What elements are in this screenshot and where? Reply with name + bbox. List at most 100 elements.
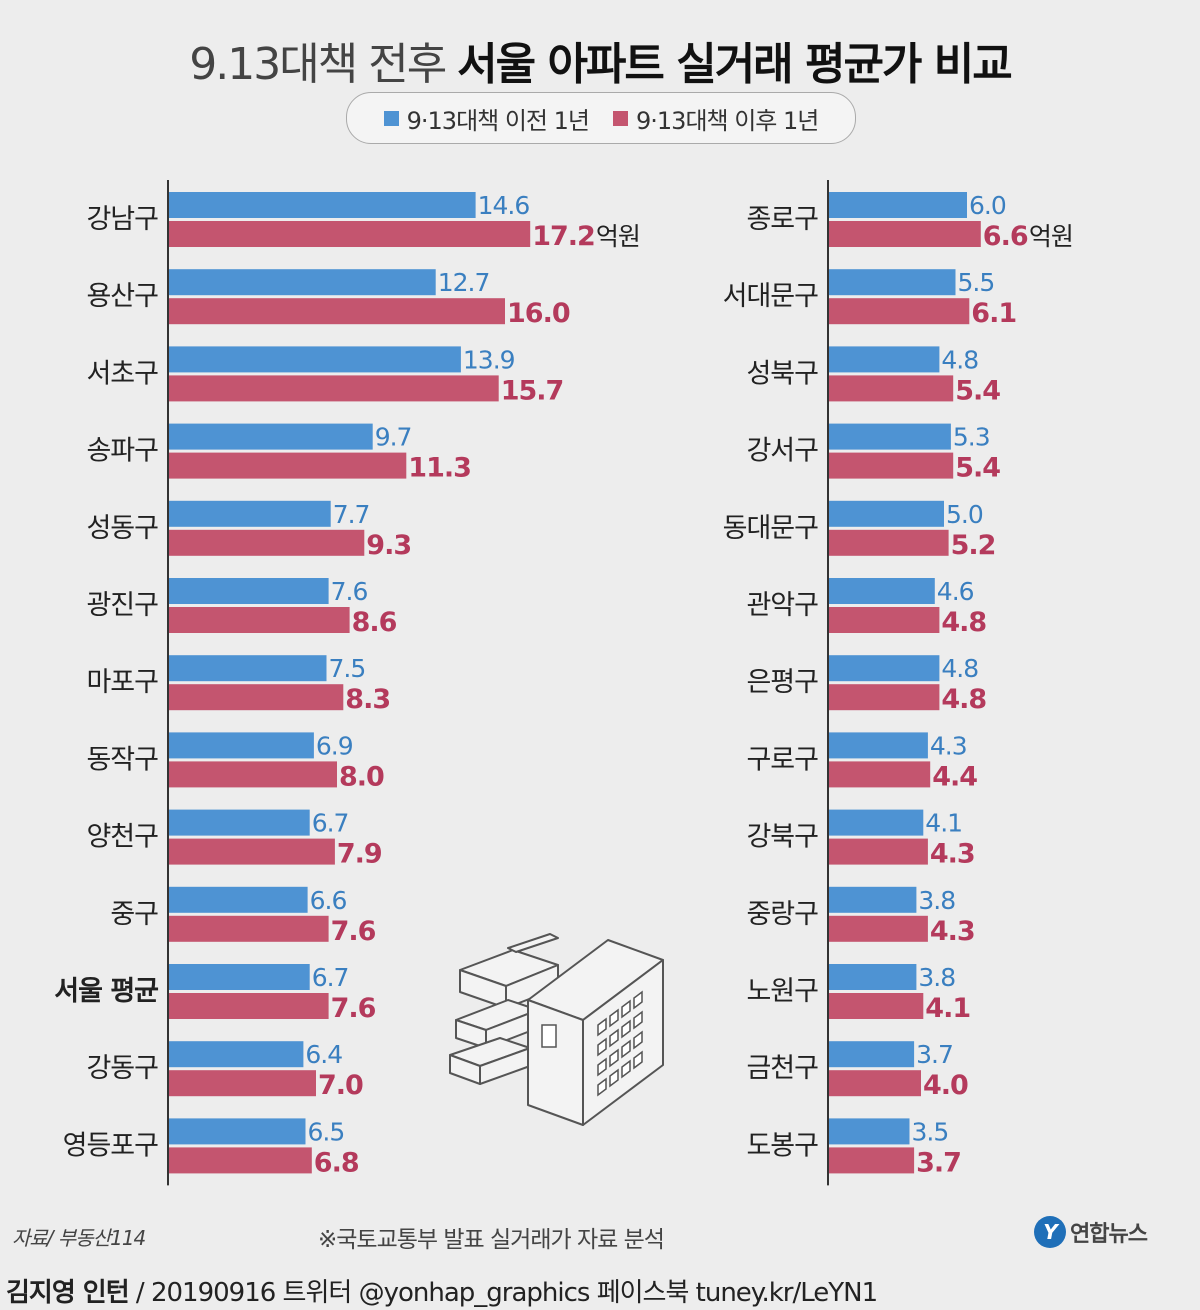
value-label-after: 9.3: [366, 530, 411, 561]
bar-after: [169, 221, 531, 247]
value-label-before: 3.7: [916, 1040, 953, 1069]
value-label-after: 4.8: [941, 684, 986, 715]
legend-label-before: 9·13대책 이전 1년: [406, 106, 590, 135]
bar-after: [169, 838, 335, 865]
bar-after: [829, 1070, 921, 1097]
bar-before: [829, 655, 940, 682]
credit-author: 김지영 인턴: [6, 1278, 130, 1308]
value-label-after: 8.3: [345, 684, 390, 715]
category-label: 은평구: [746, 667, 818, 698]
value-label-after: 5.4: [955, 453, 1000, 484]
category-label: 용산구: [86, 281, 158, 312]
value-label-after: 17.2: [532, 221, 595, 252]
bar-before: [169, 809, 310, 836]
category-label: 양천구: [86, 822, 158, 853]
bar-after: [829, 993, 924, 1019]
category-label: 강서구: [746, 436, 818, 467]
bar-before: [829, 886, 917, 913]
value-label-after: 4.8: [941, 607, 986, 638]
value-label-before: 5.3: [953, 423, 990, 452]
bar-before: [829, 346, 940, 373]
value-label-after: 11.3: [408, 453, 471, 484]
bar-after: [169, 607, 350, 633]
category-label: 강동구: [86, 1053, 158, 1084]
value-label-after: 5.4: [955, 375, 1000, 406]
category-label: 서초구: [86, 358, 158, 389]
legend-swatch-before: [383, 110, 399, 126]
bar-after: [169, 915, 329, 942]
value-label-after: 6.6: [983, 221, 1028, 252]
value-label-before: 6.7: [312, 809, 349, 838]
bar-after: [169, 993, 329, 1019]
category-label: 마포구: [86, 667, 158, 698]
bar-after: [169, 1147, 312, 1174]
bar-before: [829, 1118, 910, 1145]
bar-after: [169, 1070, 316, 1097]
title-light: 9.13대책 전후: [189, 39, 447, 90]
bar-before: [169, 732, 314, 759]
value-label-before: 4.3: [930, 731, 967, 760]
category-label: 영등포구: [63, 1130, 159, 1161]
category-label: 중랑구: [746, 899, 818, 930]
legend-label-after: 9·13대책 이후 1년: [636, 106, 819, 135]
bar-before: [169, 655, 327, 682]
source-text: 자료/ 부동산114: [12, 1226, 146, 1250]
value-label-before: 4.6: [937, 577, 974, 606]
bar-after: [829, 529, 949, 556]
value-label-after: 4.3: [930, 839, 975, 870]
bar-before: [829, 732, 928, 759]
bar-after: [829, 375, 954, 402]
value-label-before: 4.8: [941, 345, 978, 374]
category-label: 성북구: [746, 358, 818, 389]
bar-before: [169, 269, 436, 296]
category-label: 노원구: [746, 976, 818, 1007]
value-label-after: 4.4: [932, 761, 977, 792]
category-label: 강남구: [86, 204, 158, 235]
bar-before: [829, 423, 951, 450]
value-label-before: 4.1: [925, 809, 962, 838]
bar-after: [829, 1147, 915, 1174]
bar-after: [169, 452, 407, 479]
bar-before: [169, 346, 461, 373]
value-label-after: 8.6: [352, 607, 397, 638]
category-label: 동작구: [86, 744, 158, 775]
value-label-after: 4.1: [925, 993, 970, 1024]
bar-after: [169, 298, 505, 325]
unit-label: 억원: [1029, 222, 1073, 251]
legend-item-before: 9·13대책 이전 1년: [383, 101, 590, 136]
bar-after: [829, 761, 931, 788]
bar-before: [829, 500, 944, 527]
bar-after: [169, 761, 337, 788]
bar-before: [169, 1041, 304, 1068]
category-label: 광진구: [86, 590, 158, 621]
chart-title: 9.13대책 전후 서울 아파트 실거래 평균가 비교: [0, 28, 1200, 92]
value-label-before: 6.5: [308, 1117, 345, 1146]
bar-after: [829, 452, 954, 479]
category-label: 도봉구: [746, 1130, 818, 1161]
bar-before: [169, 1118, 306, 1145]
value-label-before: 6.4: [305, 1040, 342, 1069]
legend-swatch-after: [613, 110, 628, 126]
bar-before: [829, 964, 917, 990]
bar-before: [169, 578, 329, 604]
category-label: 서울 평균: [54, 976, 158, 1007]
bar-before: [829, 809, 924, 836]
bar-before: [169, 192, 476, 218]
value-label-before: 7.6: [331, 577, 368, 606]
bar-after: [169, 375, 499, 402]
value-label-before: 14.6: [478, 191, 530, 220]
bar-after: [829, 684, 940, 711]
bar-after: [829, 221, 981, 247]
apartment-building-icon: [449, 933, 664, 1126]
credit-line: 김지영 인턴 / 20190916 트위터 @yonhap_graphics 페…: [6, 1272, 878, 1309]
bar-before: [829, 578, 935, 604]
value-label-after: 4.0: [923, 1070, 968, 1101]
bar-before: [169, 964, 310, 990]
category-label: 중구: [110, 899, 158, 930]
bar-before: [169, 886, 308, 913]
value-label-after: 7.0: [318, 1070, 363, 1101]
category-label: 성동구: [86, 513, 158, 544]
value-label-after: 7.9: [337, 839, 382, 870]
value-label-after: 3.7: [916, 1147, 961, 1178]
